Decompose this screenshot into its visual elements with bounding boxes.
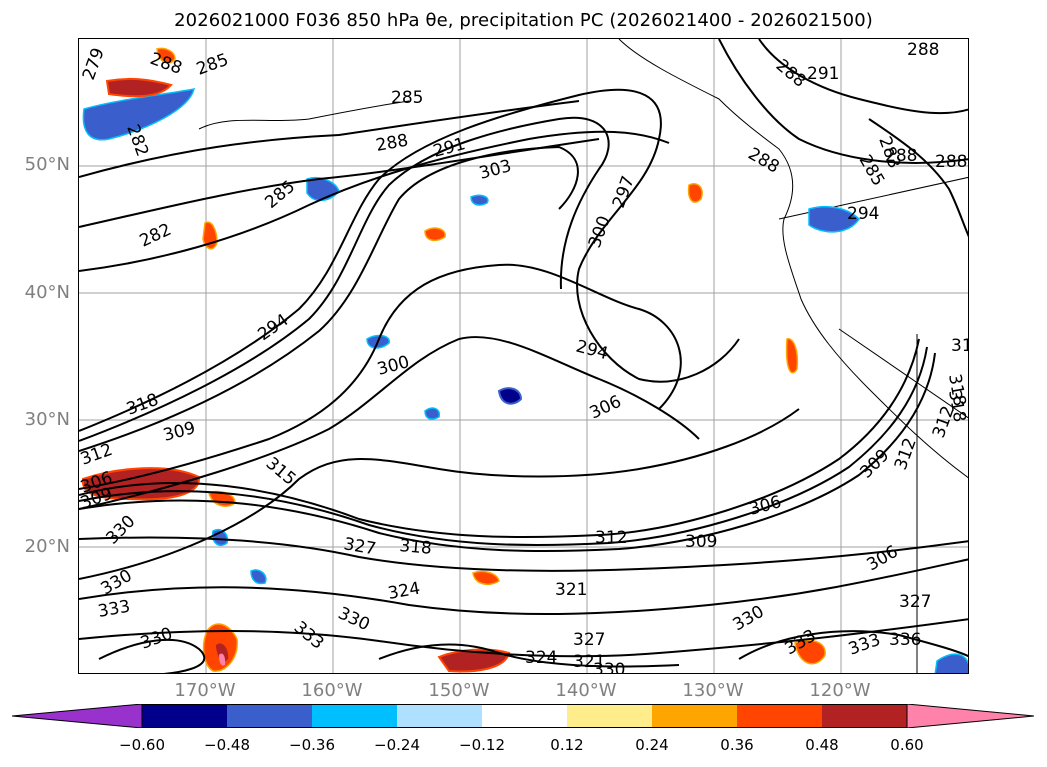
colorbar-tick: 0.12 bbox=[550, 736, 584, 754]
contour-label: 330 bbox=[730, 602, 768, 636]
colorbar-tick: −0.48 bbox=[204, 736, 250, 754]
latitude-label-30n: 30°N bbox=[24, 409, 70, 430]
contour-label: 285 bbox=[194, 50, 231, 80]
contour-label: 327 bbox=[573, 630, 605, 650]
contour-label: 327 bbox=[342, 534, 377, 559]
contour-label: 282 bbox=[122, 122, 152, 159]
contour-label: 324 bbox=[525, 648, 557, 668]
colorbar-tick: −0.24 bbox=[374, 736, 420, 754]
colorbar-tick: 0.48 bbox=[805, 736, 839, 754]
contour-label: 318 bbox=[399, 536, 433, 559]
contour-label: 318 bbox=[944, 372, 969, 407]
contour-label: 279 bbox=[79, 45, 109, 82]
contour-label: 288 bbox=[374, 131, 409, 156]
contour-label: 282 bbox=[137, 220, 175, 252]
graticule bbox=[79, 39, 968, 673]
colorbar-tick: −0.60 bbox=[119, 736, 165, 754]
contour-label: 288 bbox=[147, 49, 184, 79]
contour-label: 312 bbox=[79, 440, 115, 470]
colorbar-tick: 0.36 bbox=[720, 736, 754, 754]
latitude-label-40n: 40°N bbox=[24, 282, 70, 303]
contour-label: 330 bbox=[102, 511, 139, 548]
colorbar-tick: −0.36 bbox=[289, 736, 335, 754]
contour-label: 288 bbox=[885, 146, 917, 166]
colorbar-tick: 0.24 bbox=[635, 736, 669, 754]
contour-label: 291 bbox=[431, 134, 468, 162]
contour-label: 309 bbox=[685, 532, 717, 552]
map-canvas: 279 288 285 282 285 288 291 303 297 300 … bbox=[79, 39, 969, 674]
contour-label: 330 bbox=[335, 603, 373, 635]
contour-label: 333 bbox=[96, 597, 131, 622]
latitude-label-50n: 50°N bbox=[24, 154, 70, 175]
contour-label: 318 bbox=[124, 390, 161, 420]
contour-label: 321 bbox=[555, 580, 587, 600]
contour-label: 294 bbox=[574, 337, 611, 365]
contour-label: 291 bbox=[807, 64, 839, 84]
contour-label: 324 bbox=[386, 579, 421, 604]
contour-label: 309 bbox=[856, 445, 893, 482]
contour-label: 330 bbox=[593, 660, 625, 674]
contour-label: 294 bbox=[254, 310, 292, 345]
longitude-label-130w: 130°W bbox=[682, 680, 744, 701]
latitude-label-20n: 20°N bbox=[24, 536, 70, 557]
contour-label: 294 bbox=[847, 204, 879, 224]
longitude-label-140w: 140°W bbox=[555, 680, 617, 701]
contour-label: 306 bbox=[747, 492, 784, 520]
longitude-label-160w: 160°W bbox=[301, 680, 363, 701]
plot-title: 2026021000 F036 850 hPa θe, precipitatio… bbox=[174, 10, 873, 31]
longitude-label-150w: 150°W bbox=[428, 680, 490, 701]
contour-label: 300 bbox=[585, 213, 615, 250]
contour-label: 285 bbox=[391, 88, 423, 108]
contour-label: 288 bbox=[745, 144, 783, 178]
contour-label: 321 bbox=[573, 652, 605, 672]
longitude-label-120w: 120°W bbox=[809, 680, 871, 701]
contour-label-group: 279 288 285 282 285 288 291 303 297 300 … bbox=[79, 40, 969, 674]
contour-label: 297 bbox=[609, 173, 639, 210]
contour-label: 300 bbox=[375, 352, 412, 380]
colorbar-tick: −0.12 bbox=[459, 736, 505, 754]
map-panel: 279 288 285 282 285 288 291 303 297 300 … bbox=[78, 38, 969, 674]
contour-label: 312 bbox=[595, 528, 627, 548]
contour-label: 31 bbox=[951, 336, 969, 356]
longitude-label-170w: 170°W bbox=[174, 680, 236, 701]
contour-label: 306 bbox=[587, 392, 625, 424]
contour-label: 309 bbox=[161, 418, 198, 446]
contour-label: 288 bbox=[935, 152, 967, 172]
contour-label: 327 bbox=[899, 592, 931, 612]
contour-label: 333 bbox=[290, 618, 328, 654]
contour-label: 330 bbox=[138, 624, 175, 654]
precip-patches bbox=[81, 47, 968, 673]
contour-label: 318 bbox=[944, 388, 969, 423]
theta-e-contours bbox=[79, 39, 968, 673]
colorbar bbox=[12, 704, 1034, 728]
contour-label: 288 bbox=[907, 40, 939, 60]
contour-label: 336 bbox=[889, 630, 921, 650]
colorbar-tick: 0.60 bbox=[890, 736, 924, 754]
contour-label: 303 bbox=[477, 156, 514, 184]
